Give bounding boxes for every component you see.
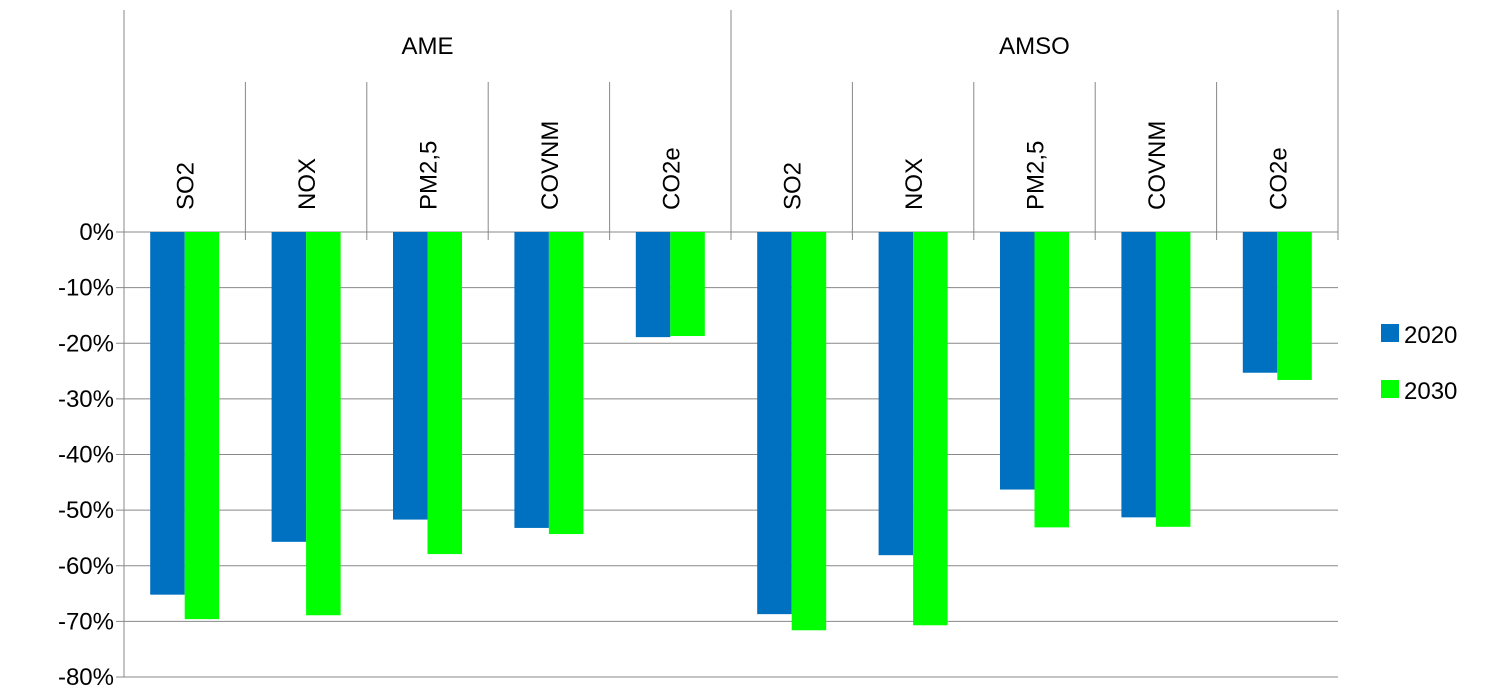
y-tick-label: -20% bbox=[58, 330, 114, 357]
bar-2020 bbox=[1121, 232, 1156, 518]
y-tick-label: -30% bbox=[58, 386, 114, 413]
legend-label: 2030 bbox=[1404, 378, 1457, 405]
bar-2020 bbox=[635, 232, 671, 338]
bar-2030 bbox=[427, 232, 462, 555]
bar-2030 bbox=[548, 232, 584, 535]
y-tick-label: -60% bbox=[58, 553, 114, 580]
category-label: COVNM bbox=[537, 121, 564, 210]
category-label: CO2e bbox=[658, 147, 685, 210]
group-labels: AME AMSO bbox=[401, 33, 1069, 60]
bar-2020 bbox=[271, 232, 307, 542]
bar-2030 bbox=[184, 232, 220, 620]
legend-swatch bbox=[1381, 380, 1399, 398]
bar-2020 bbox=[393, 232, 428, 520]
y-tick-label: -70% bbox=[58, 608, 114, 635]
bar-2030 bbox=[1155, 232, 1191, 527]
group-label: AMSO bbox=[999, 33, 1070, 60]
legend-swatch bbox=[1381, 324, 1399, 342]
category-label: PM2,5 bbox=[416, 141, 443, 210]
y-tick-label: -10% bbox=[58, 275, 114, 302]
group-label: AME bbox=[401, 33, 453, 60]
category-labels: SO2 NOX PM2,5 COVNM CO2e SO2 NOX PM2,5 COVNM CO2e bbox=[173, 121, 1293, 210]
bar-2020 bbox=[1000, 232, 1035, 490]
bar-2020 bbox=[514, 232, 549, 528]
category-label: PM2,5 bbox=[1023, 141, 1050, 210]
bar-2020 bbox=[150, 232, 185, 595]
bar-2030 bbox=[306, 232, 341, 616]
y-tick-label: -50% bbox=[58, 497, 114, 524]
category-label: NOX bbox=[294, 158, 321, 210]
bar-2020 bbox=[878, 232, 914, 556]
bar-2030 bbox=[670, 232, 705, 337]
category-label: SO2 bbox=[173, 162, 200, 210]
bar-2030 bbox=[1034, 232, 1069, 528]
bar-2030 bbox=[913, 232, 948, 626]
legend-label: 2020 bbox=[1404, 322, 1457, 349]
y-tick-label: 0% bbox=[79, 219, 114, 246]
bar-2020 bbox=[757, 232, 792, 615]
category-label: CO2e bbox=[1265, 147, 1292, 210]
bars bbox=[150, 232, 1312, 631]
bar-2030 bbox=[1277, 232, 1312, 380]
y-axis-ticks: 0% -10% -20% -30% -40% -50% -60% -70% -80% bbox=[58, 219, 124, 688]
category-label: SO2 bbox=[780, 162, 807, 210]
bar-2020 bbox=[1242, 232, 1278, 373]
category-label: NOX bbox=[901, 158, 928, 210]
y-tick-label: -80% bbox=[58, 664, 114, 688]
category-label: COVNM bbox=[1144, 121, 1171, 210]
bar-2030 bbox=[791, 232, 827, 631]
y-tick-label: -40% bbox=[58, 442, 114, 469]
legend: 2020 2030 bbox=[1381, 322, 1457, 405]
